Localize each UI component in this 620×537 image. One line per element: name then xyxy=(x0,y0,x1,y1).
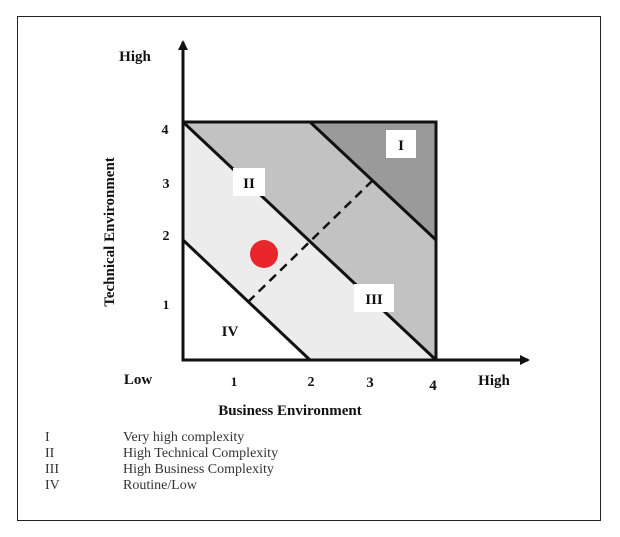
boundary-line-iv xyxy=(181,238,312,362)
y-axis-title: Technical Environment xyxy=(102,157,118,307)
legend-text: High Technical Complexity xyxy=(123,446,279,461)
legend-number: IV xyxy=(45,478,60,493)
y-tick-3: 3 xyxy=(163,177,170,192)
zone-i-label: I xyxy=(398,138,404,154)
legend-text: High Business Complexity xyxy=(123,462,274,477)
zone-ii-label: II xyxy=(243,176,255,192)
x-axis-high-label: High xyxy=(478,373,510,389)
legend-row: I Very high complexity xyxy=(45,430,278,446)
legend-text: Very high complexity xyxy=(123,430,245,445)
x-axis-low-label: Low xyxy=(124,372,153,388)
x-tick-4: 4 xyxy=(429,378,437,394)
legend-row: IV Routine/Low xyxy=(45,478,278,494)
legend-row: III High Business Complexity xyxy=(45,462,278,478)
zone-ii-label-box xyxy=(233,168,265,196)
zone-iii-label-box xyxy=(354,284,394,312)
legend-number: II xyxy=(45,446,55,461)
legend-number: III xyxy=(45,462,59,477)
zone-i-label-box xyxy=(386,130,416,158)
legend-text: Routine/Low xyxy=(123,478,197,493)
current-position-marker xyxy=(250,240,278,268)
x-tick-2: 2 xyxy=(308,375,315,390)
boundary-line-middle xyxy=(181,120,438,362)
y-tick-2: 2 xyxy=(163,229,170,244)
legend-row: II High Technical Complexity xyxy=(45,446,278,462)
y-tick-1: 1 xyxy=(163,297,170,312)
legend: I Very high complexity II High Technical… xyxy=(45,430,278,494)
x-tick-1: 1 xyxy=(231,374,238,389)
y-tick-4: 4 xyxy=(162,123,169,138)
zone-iv-label: IV xyxy=(222,324,239,340)
zone-iii-label: III xyxy=(365,292,383,308)
x-axis-title: Business Environment xyxy=(218,403,362,419)
x-tick-3: 3 xyxy=(366,375,374,391)
legend-number: I xyxy=(45,430,50,445)
y-axis-high-label: High xyxy=(119,49,151,65)
